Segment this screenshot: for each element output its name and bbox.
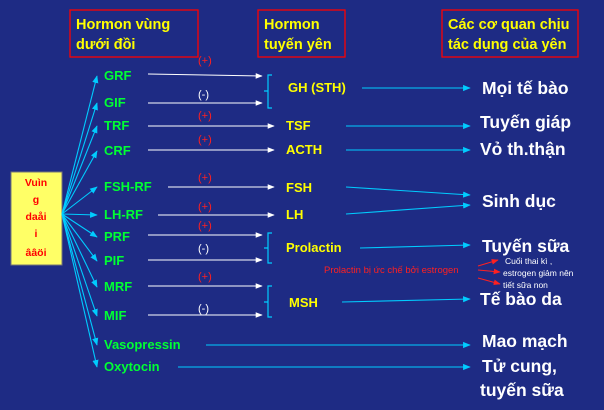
organ-adrenal-cortex: Vỏ th.thận	[480, 139, 566, 159]
hormone-grf: GRF	[104, 68, 132, 83]
hormone-prf: PRF	[104, 229, 130, 244]
sign-lh-rf-plus: (+)	[198, 201, 212, 213]
hypothalamus-box-line-2: g	[33, 194, 39, 206]
stimulation-arrows	[147, 73, 275, 318]
note-late-pregnancy-line-2: estrogen giảm nên	[503, 268, 574, 278]
organ-gonads: Sinh dục	[482, 191, 556, 211]
fan-arrow-vasopressin	[61, 213, 99, 346]
note-arrow-2	[477, 268, 501, 275]
note-late-pregnancy-line-3: tiết sữa non	[503, 280, 548, 290]
note-arrow-1	[477, 259, 499, 267]
hormone-oxytocin: Oxytocin	[104, 359, 160, 374]
pituitary-gh: GH (STH)	[288, 80, 346, 95]
hormone-fsh-rf: FSH-RF	[104, 179, 152, 194]
sign-mrf-plus: (+)	[198, 271, 212, 283]
fan-arrow-prf	[61, 213, 98, 238]
pituitary-fsh: FSH	[286, 180, 312, 195]
hormone-vasopressin: Vasopressin	[104, 337, 181, 352]
pituitary-hormones: GH (STH) TSF ACTH FSH LH Prolactin MSH	[286, 80, 346, 310]
organ-skin-cells: Tế bào da	[480, 289, 562, 309]
sign-grf-plus: (+)	[198, 55, 212, 67]
arrow-lh-organ	[345, 202, 471, 215]
target-arrows	[178, 84, 471, 371]
fan-arrow-mrf	[61, 213, 98, 288]
sign-mif-minus: (-)	[198, 303, 209, 315]
hormone-trf: TRF	[104, 118, 129, 133]
fan-arrow-fsh-rf	[61, 186, 98, 215]
regulation-signs: (+) (-) (+) (+) (+) (+) (+) (-) (+) (-)	[198, 55, 212, 315]
note-prolactin-inhibit: Prolactin bị ức chế bởi estrogen	[324, 265, 459, 276]
header-hypothalamus-line-1: Hormon vùng	[76, 17, 170, 33]
hypothalamus-box-line-5: ââöi	[25, 247, 46, 259]
hypothalamus-box-line-3: daåi	[25, 211, 46, 223]
fan-arrows	[61, 75, 99, 368]
hypothalamus-box-line-1: Vuìn	[25, 177, 47, 189]
sign-fsh-rf-plus: (+)	[198, 172, 212, 184]
header-pituitary: Hormon tuyến yên	[257, 9, 346, 58]
header-hypothalamus-line-2: dưới đồi	[76, 37, 135, 53]
hypothalamic-hormones: GRF GIF TRF CRF FSH-RF LH-RF PRF PIF MRF…	[104, 68, 181, 374]
fan-arrow-gif	[61, 102, 98, 215]
note-late-pregnancy-line-1: Cuối thai kì ,	[505, 256, 552, 266]
sign-prf-plus: (+)	[198, 220, 212, 232]
header-organs: Các cơ quan chịu tác dụng của yên	[441, 9, 579, 58]
header-organs-line-1: Các cơ quan chịu	[448, 17, 570, 33]
fan-arrow-crf	[61, 150, 98, 215]
hormone-pif: PIF	[104, 253, 124, 268]
hormone-crf: CRF	[104, 143, 131, 158]
arrow-fsh-organ	[345, 186, 471, 198]
pituitary-lh: LH	[286, 207, 303, 222]
bracket-gh	[264, 74, 272, 109]
pituitary-msh: MSH	[289, 295, 318, 310]
notes: Prolactin bị ức chế bởi estrogen Cuối th…	[324, 256, 574, 290]
organ-all-cells: Mọi tế bào	[482, 78, 569, 98]
bracket-prolactin	[264, 232, 272, 264]
hormone-mrf: MRF	[104, 279, 132, 294]
organ-thyroid: Tuyến giáp	[480, 112, 571, 132]
fan-arrow-pif	[61, 213, 98, 262]
hypothalamus-box-line-4: i	[35, 228, 38, 240]
sign-crf-plus: (+)	[198, 134, 212, 146]
fan-arrow-mif	[61, 213, 98, 317]
hormone-gif: GIF	[104, 95, 126, 110]
hormone-lh-rf: LH-RF	[104, 207, 143, 222]
hypothalamus-box: Vuìn g daåi i ââöi	[10, 171, 63, 266]
organ-mammary: Tuyến sữa	[482, 236, 570, 256]
fan-arrow-trf	[61, 125, 98, 215]
sign-gif-minus: (-)	[198, 89, 209, 101]
bracket-msh	[264, 285, 272, 318]
note-arrow-3	[477, 277, 501, 286]
arrow-msh-organ	[341, 296, 471, 303]
pituitary-acth: ACTH	[286, 142, 322, 157]
header-organs-line-2: tác dụng của yên	[448, 37, 566, 53]
pituitary-prolactin: Prolactin	[286, 240, 342, 255]
fan-arrow-lh-rf	[61, 211, 98, 218]
sign-pif-minus: (-)	[198, 243, 209, 255]
brackets	[264, 74, 272, 318]
header-hypothalamus: Hormon vùng dưới đồi	[69, 9, 199, 58]
fan-arrow-grf	[61, 75, 99, 215]
organ-uterus: Tử cung,	[482, 356, 557, 376]
hormone-mif: MIF	[104, 308, 126, 323]
arrow-prolactin-organ	[359, 242, 471, 249]
organ-capillaries: Mao mạch	[482, 331, 568, 351]
arrow-grf	[147, 73, 263, 79]
header-pituitary-line-1: Hormon	[264, 17, 320, 33]
fan-arrow-oxytocin	[61, 213, 99, 368]
header-pituitary-line-2: tuyến yên	[264, 37, 332, 53]
pituitary-tsf: TSF	[286, 118, 311, 133]
target-organs: Mọi tế bào Tuyến giáp Vỏ th.thận Sinh dụ…	[480, 78, 571, 400]
organ-mammary-2: tuyến sữa	[480, 380, 564, 400]
sign-trf-plus: (+)	[198, 110, 212, 122]
